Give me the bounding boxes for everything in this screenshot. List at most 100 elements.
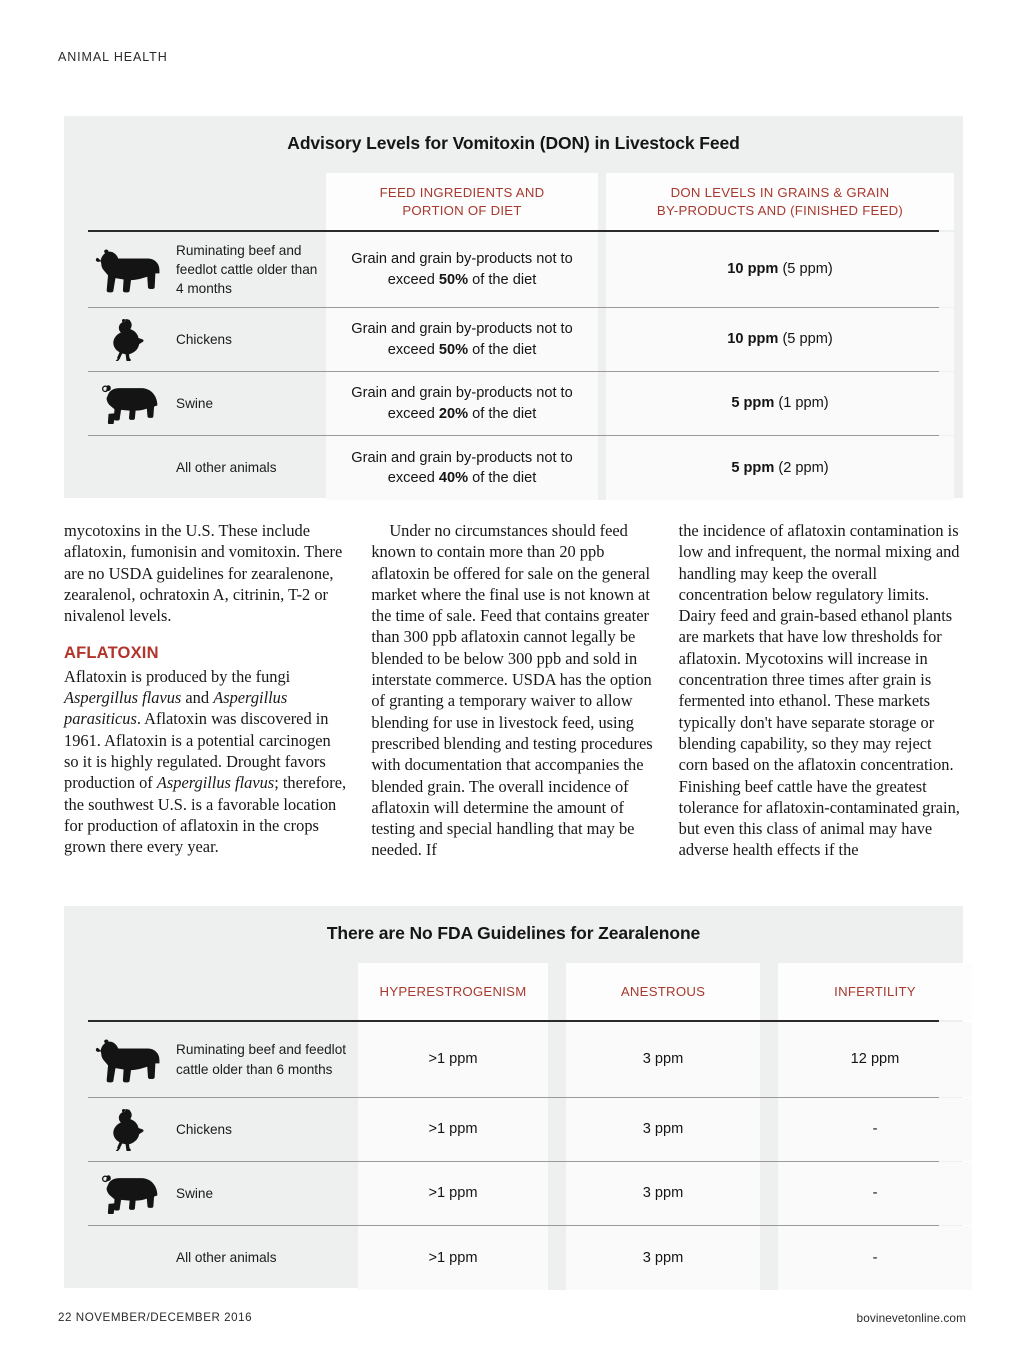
table-don-header-don-levels: DON LEVELS IN GRAINS & GRAIN BY-PRODUCTS… xyxy=(606,173,954,230)
header-divider xyxy=(88,1020,939,1022)
infertility-cell: - xyxy=(778,1098,972,1161)
column-gap xyxy=(548,1098,566,1161)
column-gap xyxy=(760,1098,778,1161)
diet-text-post: of the diet xyxy=(468,341,537,358)
anestrous-cell: 3 ppm xyxy=(566,1226,760,1290)
diet-text-pre: Grain and grain by-products not to excee… xyxy=(351,321,573,358)
diet-text-post: of the diet xyxy=(468,271,537,288)
species-italic: Aspergillus flavus xyxy=(64,688,182,708)
animal-cell: Swine xyxy=(88,372,326,435)
animal-cell: Ruminating beef and feedlot cattle older… xyxy=(88,232,326,307)
column-gap xyxy=(598,372,606,435)
diet-portion-cell: Grain and grain by-products not to excee… xyxy=(326,232,598,307)
header-line-1: DON LEVELS IN GRAINS & GRAIN xyxy=(670,184,890,200)
animal-label: Chickens xyxy=(176,1121,232,1137)
paragraph: mycotoxins in the U.S. These include afl… xyxy=(64,521,343,626)
don-level-primary: 5 ppm xyxy=(731,395,775,412)
don-level-primary: 10 ppm xyxy=(727,261,779,278)
anestrous-cell: 3 ppm xyxy=(566,1022,760,1097)
diet-text-post: of the diet xyxy=(468,405,537,422)
cow-icon xyxy=(92,247,166,293)
don-level-primary: 10 ppm xyxy=(727,331,779,348)
header-line-2: PORTION OF DIET xyxy=(402,202,522,218)
table-don-header-feed-ingredients: FEED INGREDIENTS AND PORTION OF DIET xyxy=(326,173,598,230)
table-row: All other animals Grain and grain by-pro… xyxy=(88,436,954,500)
animal-cell: Chickens xyxy=(88,1098,358,1161)
text-run: and xyxy=(181,688,214,708)
column-gap xyxy=(760,1162,778,1225)
header-spacer xyxy=(64,963,358,1020)
footer-website[interactable]: bovinevetonline.com xyxy=(856,1311,966,1325)
animal-label: Swine xyxy=(176,1185,214,1201)
table-zear-body: Ruminating beef and feedlot cattle older… xyxy=(64,1022,972,1290)
column-gap xyxy=(548,1022,566,1097)
diet-text-pre: Grain and grain by-products not to excee… xyxy=(351,251,573,288)
don-level-cell: 5 ppm (2 ppm) xyxy=(606,436,954,500)
page-kicker: ANIMAL HEALTH xyxy=(58,50,168,64)
diet-percent: 50% xyxy=(438,271,469,288)
diet-portion-cell: Grain and grain by-products not to excee… xyxy=(326,436,598,500)
animal-cell: Chickens xyxy=(88,308,326,371)
article-body: mycotoxins in the U.S. These include afl… xyxy=(64,520,964,861)
column-gap xyxy=(548,1162,566,1225)
animal-label: Ruminating beef and feedlot cattle older… xyxy=(176,242,318,297)
don-level-cell: 10 ppm (5 ppm) xyxy=(606,308,954,371)
animal-label: Swine xyxy=(176,395,214,411)
diet-portion-cell: Grain and grain by-products not to excee… xyxy=(326,308,598,371)
diet-percent: 50% xyxy=(438,341,469,358)
animal-cell: Ruminating beef and feedlot cattle older… xyxy=(88,1022,358,1097)
diet-text-post: of the diet xyxy=(468,470,537,486)
infertility-cell: 12 ppm xyxy=(778,1022,972,1097)
pig-icon xyxy=(92,384,166,424)
column-gap xyxy=(598,436,606,500)
paragraph: Under no circumstances should feed known… xyxy=(371,521,653,860)
column-gap xyxy=(598,173,606,230)
column-gap xyxy=(760,963,778,1020)
don-level-finished: (5 ppm) xyxy=(782,261,833,278)
table-row: Chickens Grain and grain by-products not… xyxy=(88,308,954,372)
text-run: . Aflatoxin was discovered in 1961. Afla… xyxy=(64,709,331,793)
animal-label: All other animals xyxy=(176,460,277,476)
table-zear-header-hyperestrogenism: HYPERESTROGENISM xyxy=(358,963,548,1020)
animal-cell: Swine xyxy=(88,1162,358,1225)
footer-page-issue: 22 NOVEMBER/DECEMBER 2016 xyxy=(58,1311,253,1324)
table-zear-header-anestrous: ANESTROUS xyxy=(566,963,760,1020)
column-gap xyxy=(598,308,606,371)
table-row: Ruminating beef and feedlot cattle older… xyxy=(88,1022,972,1098)
animal-cell: All other animals xyxy=(88,1226,358,1290)
table-don-header-row: FEED INGREDIENTS AND PORTION OF DIET DON… xyxy=(64,173,963,230)
column-gap xyxy=(548,1226,566,1290)
infertility-cell: - xyxy=(778,1226,972,1290)
infertility-cell: - xyxy=(778,1162,972,1225)
diet-percent: 20% xyxy=(438,405,469,422)
text-run: Aflatoxin is produced by the fungi xyxy=(64,666,291,686)
animal-cell: All other animals xyxy=(88,436,326,500)
cow-icon xyxy=(92,1037,166,1083)
table-zear-header-row: HYPERESTROGENISM ANESTROUS INFERTILITY xyxy=(64,963,972,1020)
table-zear-title: There are No FDA Guidelines for Zearalen… xyxy=(326,923,701,943)
article-column-1: mycotoxins in the U.S. These include afl… xyxy=(64,520,349,861)
column-gap xyxy=(760,1226,778,1290)
don-level-finished: (2 ppm) xyxy=(778,459,829,476)
table-zear-header-infertility: INFERTILITY xyxy=(778,963,972,1020)
table-row: All other animals >1 ppm 3 ppm - xyxy=(88,1226,972,1290)
table-row: Swine Grain and grain by-products not to… xyxy=(88,372,954,436)
table-don-body: Ruminating beef and feedlot cattle older… xyxy=(64,232,963,500)
don-level-finished: (5 ppm) xyxy=(782,331,833,348)
diet-text-pre: Grain and grain by-products not to excee… xyxy=(351,385,573,422)
table-zearalenone-guidelines: There are No FDA Guidelines for Zearalen… xyxy=(64,906,972,1290)
header-divider xyxy=(88,230,939,232)
section-heading-aflatoxin: AFLATOXIN xyxy=(64,644,159,663)
header-line-1: FEED INGREDIENTS AND xyxy=(379,184,545,200)
table-row: Chickens >1 ppm 3 ppm - xyxy=(88,1098,972,1162)
don-level-cell: 10 ppm (5 ppm) xyxy=(606,232,954,307)
hyperestrogenism-cell: >1 ppm xyxy=(358,1022,548,1097)
hyperestrogenism-cell: >1 ppm xyxy=(358,1098,548,1161)
column-gap xyxy=(548,963,566,1020)
text-run: ; therefore, the southwest U.S. is a fav… xyxy=(64,773,347,857)
diet-text-pre: Grain and grain by-products not to excee… xyxy=(351,449,573,486)
animal-label: Chickens xyxy=(176,331,232,347)
anestrous-cell: 3 ppm xyxy=(566,1098,760,1161)
species-italic: Aspergillus parasiticus xyxy=(64,688,288,729)
chicken-icon xyxy=(92,318,166,361)
